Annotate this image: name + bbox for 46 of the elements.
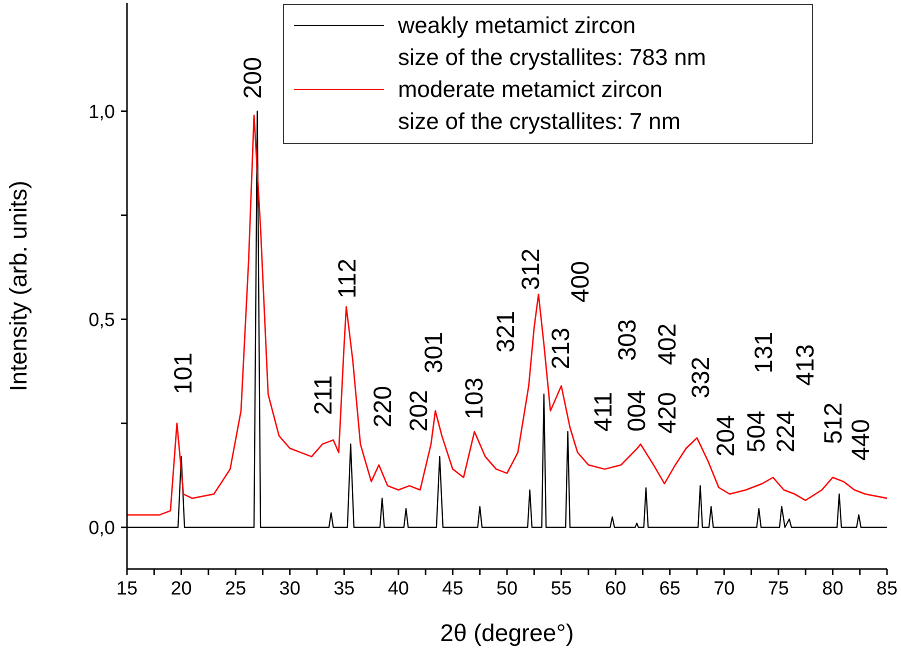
y-tick-label: 0,0 — [88, 518, 115, 540]
x-tick-label: 25 — [225, 578, 246, 600]
y-axis-title: Intensity (arb. units) — [6, 180, 33, 392]
x-tick-label: 45 — [442, 578, 464, 600]
annotation: 504 — [742, 410, 771, 452]
annotation: 213 — [547, 328, 576, 370]
annotation: 112 — [333, 258, 362, 298]
x-tick-label: 55 — [550, 578, 572, 600]
annotation: 303 — [613, 319, 642, 361]
annotation: 312 — [516, 248, 545, 290]
annotation: 204 — [712, 414, 740, 457]
x-tick-label: 60 — [605, 578, 626, 600]
annotation: 420 — [654, 392, 682, 434]
annotation: 004 — [623, 390, 652, 432]
x-tick-label: 75 — [768, 578, 789, 600]
x-tick-label: 20 — [170, 578, 192, 600]
annotation: 211 — [309, 375, 338, 416]
annotation: 220 — [369, 386, 398, 428]
annotation: 332 — [687, 356, 716, 398]
annotation: 301 — [420, 332, 448, 374]
annotation: 103 — [460, 377, 488, 420]
x-tick-label: 35 — [334, 578, 355, 600]
x-axis-title: 2θ (degree°) — [440, 620, 574, 647]
annotation: 402 — [654, 323, 682, 366]
x-tick-label: 80 — [822, 578, 844, 600]
annotation: 131 — [750, 332, 778, 374]
x-tick-label: 15 — [116, 578, 138, 600]
x-tick-label: 50 — [496, 578, 518, 600]
annotation: 413 — [791, 344, 820, 386]
annotation: 200 — [238, 57, 267, 99]
x-tick-label: 40 — [388, 578, 409, 600]
annotation: 440 — [846, 419, 875, 461]
x-tick-label: 65 — [659, 578, 680, 600]
x-tick-label: 30 — [279, 578, 300, 600]
annotation: 321 — [492, 310, 520, 353]
x-tick-label: 85 — [876, 578, 898, 600]
y-tick-label: 0,5 — [88, 310, 115, 332]
annotation: 400 — [566, 260, 595, 303]
annotation: 224 — [772, 410, 800, 452]
annotation: 101 — [169, 352, 198, 394]
y-tick-label: 1,0 — [88, 102, 115, 123]
annotation: 411 — [590, 392, 618, 432]
annotation: 202 — [404, 390, 433, 432]
legend-label: moderate metamict zircon size of the crystallites: 7 nm — [398, 75, 680, 136]
x-tick-label: 70 — [714, 578, 735, 600]
annotation: 512 — [820, 402, 848, 444]
